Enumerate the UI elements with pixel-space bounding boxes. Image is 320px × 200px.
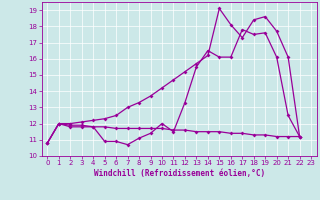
X-axis label: Windchill (Refroidissement éolien,°C): Windchill (Refroidissement éolien,°C) (94, 169, 265, 178)
